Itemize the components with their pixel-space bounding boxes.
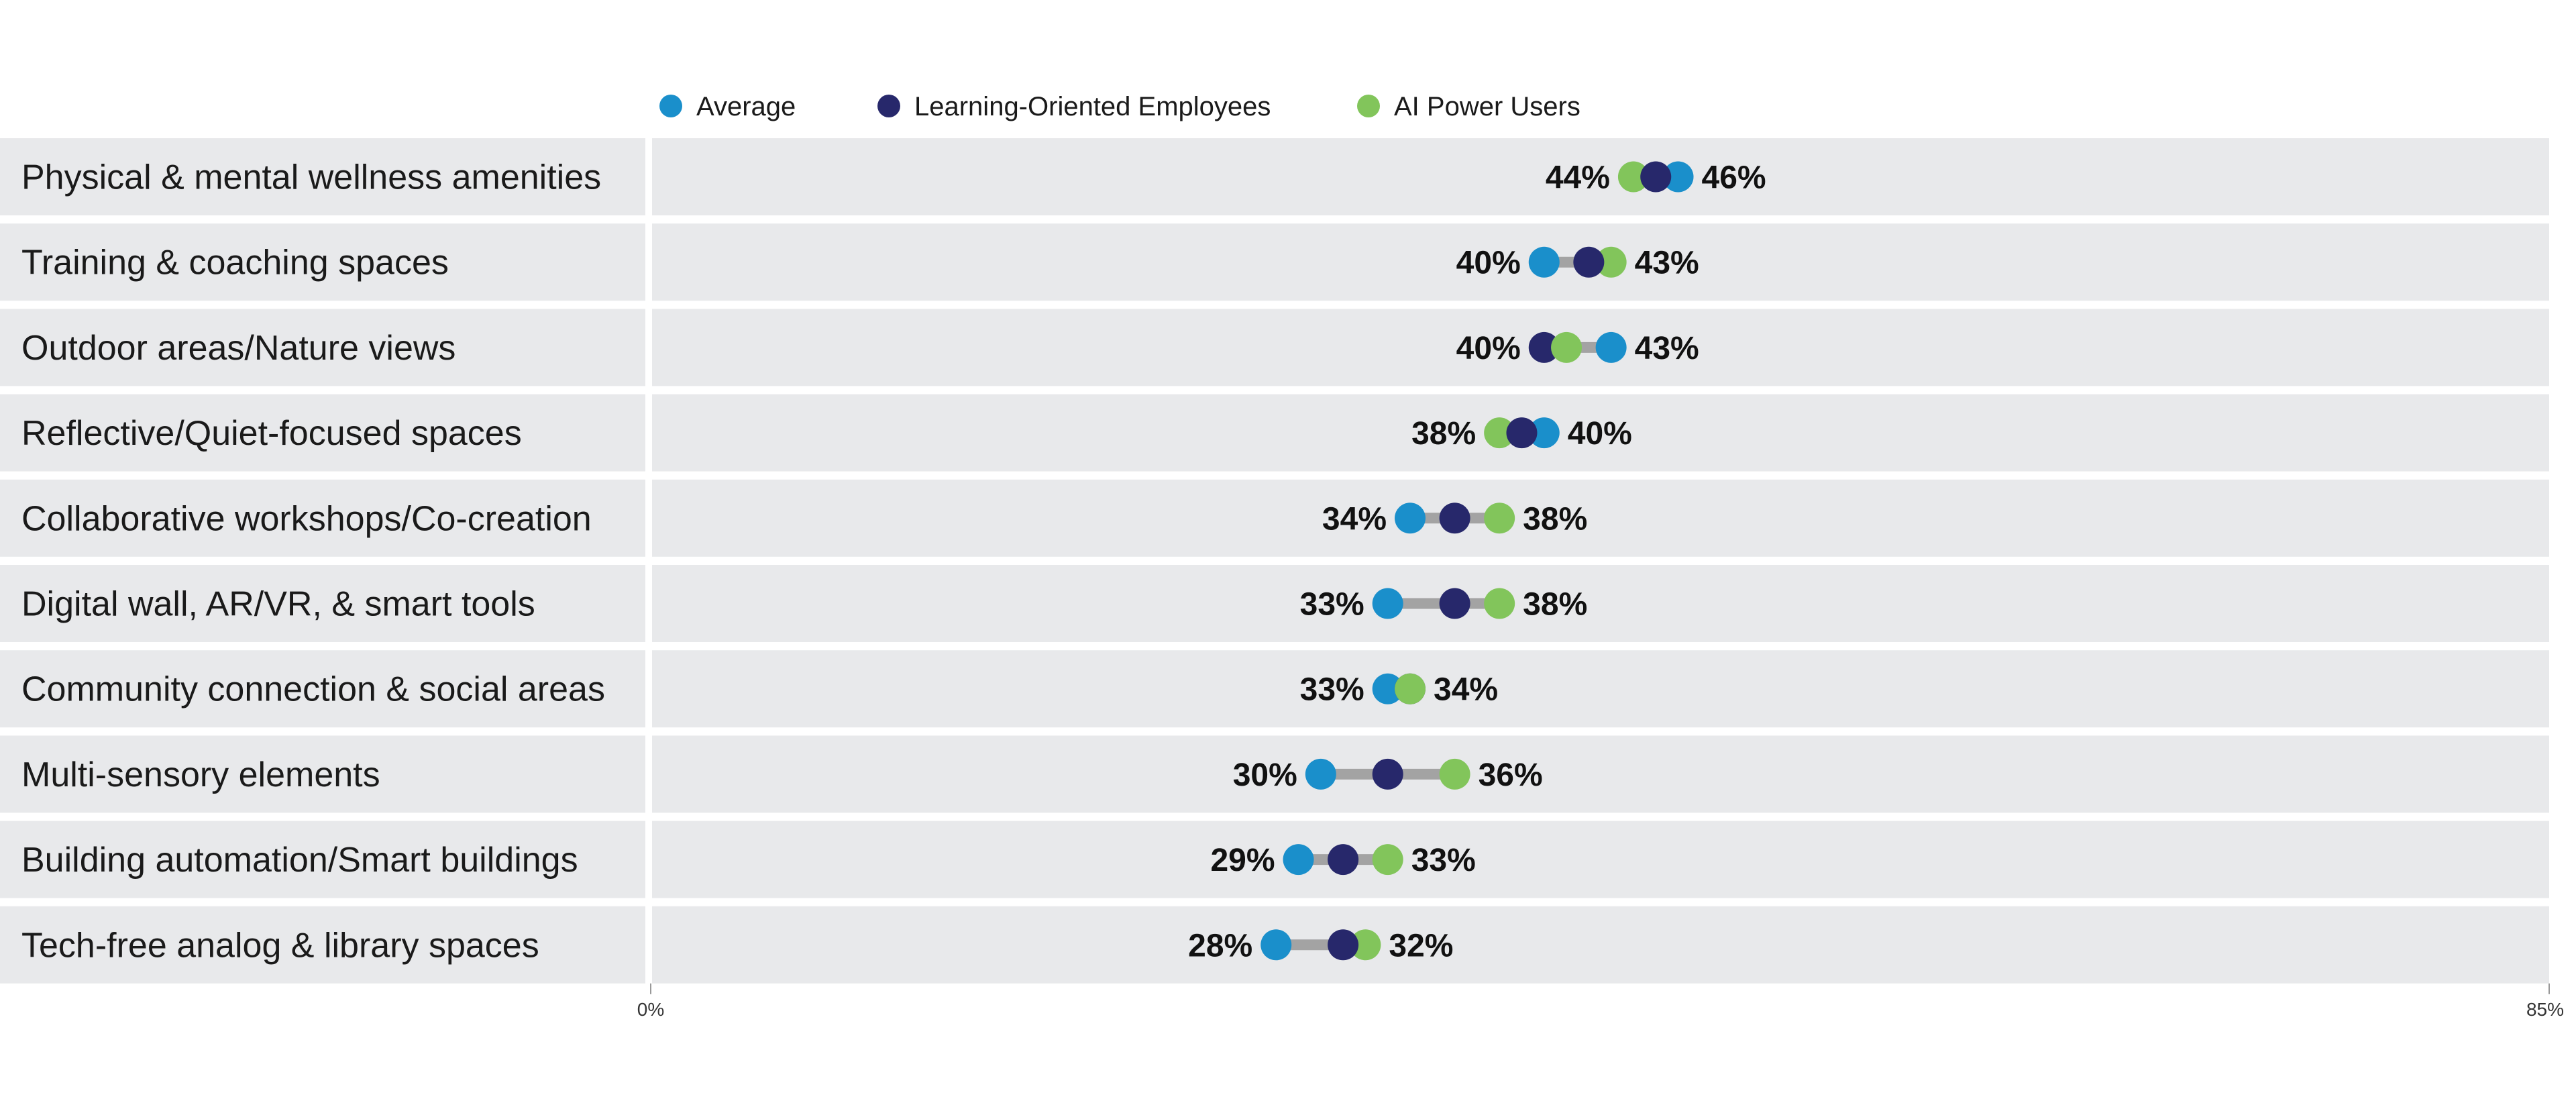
legend-label-2: Learning-Oriented Employees bbox=[914, 92, 1271, 121]
data-point-series-3 bbox=[1350, 929, 1381, 961]
data-point-series-3 bbox=[1595, 246, 1627, 278]
chart-row: Community connection & social areas 33% 34… bbox=[0, 650, 2549, 728]
category-label: Multi-sensory elements bbox=[21, 755, 380, 794]
row-label-background bbox=[0, 138, 645, 215]
range-low-label: 34% bbox=[1322, 501, 1387, 537]
data-point-series-2 bbox=[1439, 588, 1470, 619]
chart-row: Building automation/Smart buildings 29% 33… bbox=[0, 821, 2549, 898]
chart-row: Tech-free analog & library spaces 28% 32% bbox=[0, 906, 2549, 984]
row-label-background bbox=[0, 821, 645, 898]
row-plot-background bbox=[652, 650, 2549, 728]
chart-row: Outdoor areas/Nature views 40% 43% bbox=[0, 309, 2549, 386]
row-plot-background bbox=[652, 479, 2549, 557]
data-point-series-2 bbox=[1439, 503, 1470, 534]
category-label: Building automation/Smart buildings bbox=[21, 841, 578, 880]
data-point-series-1 bbox=[1395, 503, 1426, 534]
chart-row: Collaborative workshops/Co-creation 34% 38… bbox=[0, 479, 2549, 557]
data-point-series-1 bbox=[1305, 758, 1336, 790]
range-low-label: 40% bbox=[1456, 246, 1521, 281]
category-label: Physical & mental wellness amenities bbox=[21, 158, 601, 197]
range-low-label: 44% bbox=[1546, 160, 1610, 196]
data-point-series-3 bbox=[1484, 417, 1515, 449]
range-high-label: 46% bbox=[1702, 160, 1766, 196]
chart-row: Training & coaching spaces 40% 43% bbox=[0, 223, 2549, 301]
chart-row: Digital wall, AR/VR, & smart tools 33% 38% bbox=[0, 565, 2549, 642]
chart-row: Physical & mental wellness amenities 44% 4… bbox=[0, 138, 2549, 215]
row-label-background bbox=[0, 479, 645, 557]
data-point-series-3 bbox=[1439, 758, 1470, 790]
category-label: Outdoor areas/Nature views bbox=[21, 329, 455, 368]
range-low-label: 33% bbox=[1300, 587, 1364, 623]
range-low-label: 33% bbox=[1300, 672, 1364, 708]
data-point-series-1 bbox=[1260, 929, 1292, 961]
row-label-background bbox=[0, 223, 645, 301]
x-tick-label: 0% bbox=[637, 999, 664, 1020]
category-label: Reflective/Quiet-focused spaces bbox=[21, 414, 522, 453]
range-high-label: 34% bbox=[1434, 672, 1498, 708]
data-point-series-2 bbox=[1573, 246, 1605, 278]
row-label-background bbox=[0, 394, 645, 472]
row-label-background bbox=[0, 650, 645, 728]
category-label: Community connection & social areas bbox=[21, 670, 605, 709]
legend: Average Learning-Oriented Employees AI Pow… bbox=[659, 92, 1580, 121]
row-plot-background bbox=[652, 821, 2549, 898]
data-point-series-3 bbox=[1484, 588, 1515, 619]
data-point-series-3 bbox=[1551, 331, 1582, 363]
range-low-label: 30% bbox=[1233, 757, 1297, 793]
range-high-label: 43% bbox=[1635, 246, 1699, 281]
category-label: Training & coaching spaces bbox=[21, 244, 449, 282]
range-high-label: 32% bbox=[1389, 928, 1453, 963]
legend-label-1: Average bbox=[696, 92, 796, 121]
range-high-label: 38% bbox=[1523, 501, 1587, 537]
data-point-series-1 bbox=[1595, 331, 1627, 363]
chart-row: Multi-sensory elements 30% 36% bbox=[0, 735, 2549, 813]
row-plot-background bbox=[652, 565, 2549, 642]
range-low-label: 38% bbox=[1411, 416, 1476, 452]
range-high-label: 33% bbox=[1411, 843, 1476, 878]
category-label: Collaborative workshops/Co-creation bbox=[21, 499, 592, 538]
row-label-background bbox=[0, 309, 645, 386]
x-axis: 0% 85% bbox=[637, 983, 2564, 1020]
data-point-series-1 bbox=[1372, 588, 1403, 619]
data-point-series-2 bbox=[1328, 844, 1359, 876]
row-label-background bbox=[0, 565, 645, 642]
legend-marker-1 bbox=[659, 95, 682, 117]
chart-rows: Physical & mental wellness amenities 44% 4… bbox=[0, 138, 2549, 984]
data-point-series-2 bbox=[1528, 331, 1560, 363]
data-point-series-3 bbox=[1395, 673, 1426, 704]
data-point-series-2 bbox=[1372, 758, 1403, 790]
chart-row: Reflective/Quiet-focused spaces 38% 40% bbox=[0, 394, 2549, 472]
data-point-series-2 bbox=[1640, 161, 1672, 193]
range-low-label: 28% bbox=[1188, 928, 1252, 963]
range-high-label: 36% bbox=[1479, 757, 1543, 793]
data-point-series-3 bbox=[1484, 503, 1515, 534]
row-plot-background bbox=[652, 394, 2549, 472]
legend-marker-2 bbox=[877, 95, 900, 117]
data-point-series-1 bbox=[1372, 673, 1403, 704]
range-high-label: 38% bbox=[1523, 587, 1587, 623]
legend-label-3: AI Power Users bbox=[1394, 92, 1580, 121]
range-low-label: 29% bbox=[1210, 843, 1275, 878]
x-tick-label: 85% bbox=[2526, 999, 2564, 1020]
data-point-series-1 bbox=[1283, 844, 1314, 876]
data-point-series-2 bbox=[1506, 417, 1538, 449]
row-plot-background bbox=[652, 735, 2549, 813]
data-point-series-1 bbox=[1662, 161, 1694, 193]
data-point-series-2 bbox=[1328, 929, 1359, 961]
row-label-background bbox=[0, 906, 645, 984]
category-label: Digital wall, AR/VR, & smart tools bbox=[21, 585, 535, 624]
range-high-label: 43% bbox=[1635, 331, 1699, 366]
row-plot-background bbox=[652, 138, 2549, 215]
row-label-background bbox=[0, 735, 645, 813]
data-point-series-3 bbox=[1372, 844, 1403, 876]
range-low-label: 40% bbox=[1456, 331, 1521, 366]
category-label: Tech-free analog & library spaces bbox=[21, 926, 539, 965]
data-point-series-1 bbox=[1528, 417, 1560, 449]
data-point-series-1 bbox=[1528, 246, 1560, 278]
range-high-label: 40% bbox=[1568, 416, 1632, 452]
data-point-series-3 bbox=[1617, 161, 1649, 193]
legend-marker-3 bbox=[1357, 95, 1380, 117]
row-plot-background bbox=[652, 906, 2549, 984]
